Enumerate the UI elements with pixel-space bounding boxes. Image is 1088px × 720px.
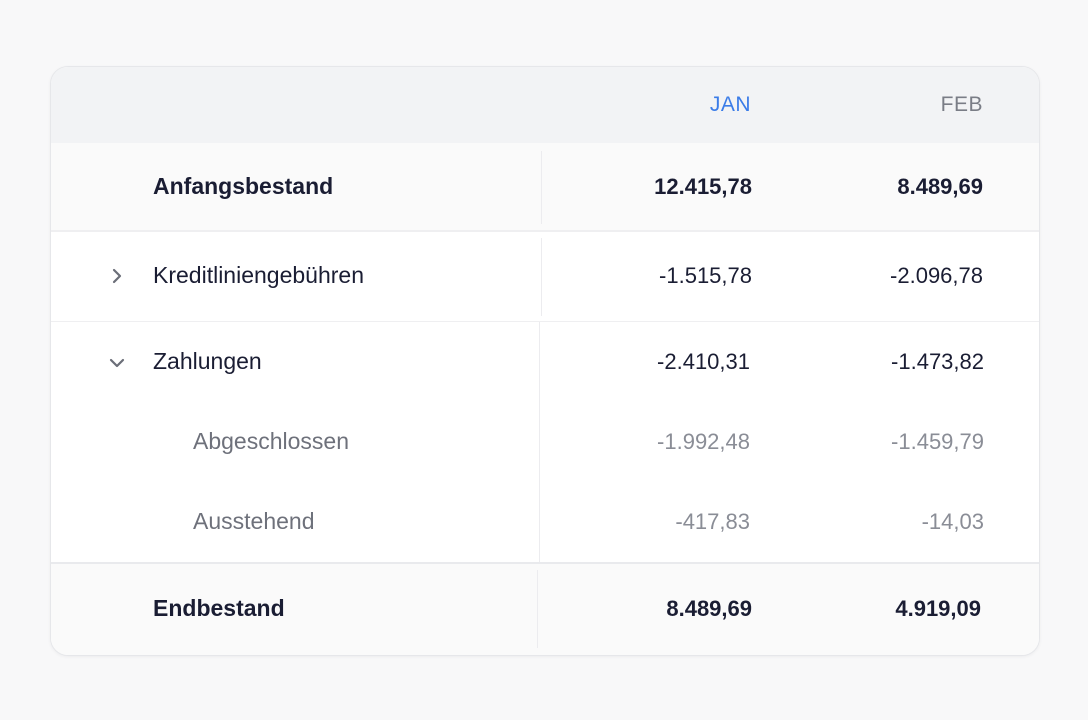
chevron-down-icon[interactable] — [107, 353, 127, 373]
cell-payments-jan: -2.410,31 — [657, 349, 750, 374]
cell-start-jan: 12.415,78 — [654, 174, 752, 199]
table-row-payments[interactable]: Zahlungen -2.410,31 -1.473,82 Abgeschlos… — [51, 322, 1039, 564]
chevron-right-icon[interactable] — [107, 266, 127, 286]
row-label-credit-fees: Kreditliniengebühren — [153, 262, 364, 288]
column-divider — [541, 238, 542, 316]
cell-pending-jan: -417,83 — [675, 509, 750, 534]
cell-payments-feb: -1.473,82 — [891, 349, 984, 374]
column-header-feb[interactable]: FEB — [940, 93, 983, 116]
column-divider — [539, 322, 540, 562]
row-label-completed: Abgeschlossen — [193, 428, 349, 454]
column-divider — [537, 570, 538, 648]
row-label-payments: Zahlungen — [153, 348, 262, 374]
column-header-jan[interactable]: JAN — [709, 93, 751, 116]
cell-completed-feb: -1.459,79 — [891, 429, 984, 454]
row-label-pending: Ausstehend — [193, 508, 315, 534]
cell-pending-feb: -14,03 — [921, 509, 984, 534]
column-divider — [541, 151, 542, 224]
cell-start-feb: 8.489,69 — [897, 174, 983, 199]
cell-end-feb: 4.919,09 — [895, 596, 981, 621]
cell-end-jan: 8.489,69 — [666, 596, 752, 621]
table-row-credit-fees[interactable]: Kreditliniengebühren -1.515,78 -2.096,78 — [51, 232, 1039, 322]
table-row-end-balance: Endbestand 8.489,69 4.919,09 — [51, 564, 1039, 655]
cell-credit-feb: -2.096,78 — [890, 263, 983, 288]
table-row-start-balance: Anfangsbestand 12.415,78 8.489,69 — [51, 143, 1039, 232]
row-label-start-balance: Anfangsbestand — [153, 173, 334, 199]
row-label-end-balance: Endbestand — [153, 595, 285, 621]
cell-credit-jan: -1.515,78 — [659, 263, 752, 288]
balance-table-card: JAN FEB Anfangsbestand 12.415,78 8.489,6… — [50, 66, 1040, 656]
cell-completed-jan: -1.992,48 — [657, 429, 750, 454]
table-header: JAN FEB — [51, 67, 1039, 143]
